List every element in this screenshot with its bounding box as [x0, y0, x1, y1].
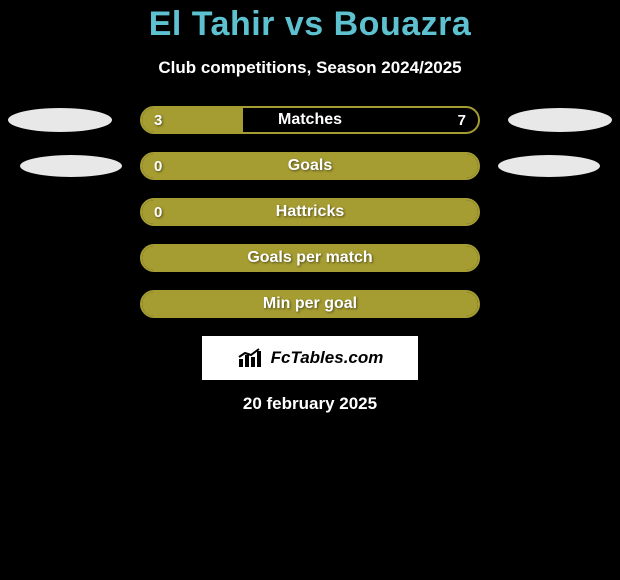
stat-bar: 3 Matches 7 — [140, 106, 480, 134]
stat-bar: Min per goal — [140, 290, 480, 318]
page-subtitle: Club competitions, Season 2024/2025 — [158, 58, 461, 78]
player-right-ellipse — [498, 155, 600, 177]
player-right-ellipse — [508, 108, 612, 132]
date-label: 20 february 2025 — [243, 394, 377, 414]
stat-label: Min per goal — [263, 295, 357, 313]
stat-label: Hattricks — [276, 203, 344, 221]
stat-row-matches: 3 Matches 7 — [0, 106, 620, 134]
bar-chart-icon — [237, 347, 265, 369]
stat-row-mpg: Min per goal — [0, 290, 620, 318]
stat-left-value: 3 — [154, 112, 162, 129]
stat-rows: 3 Matches 7 0 Goals 0 Hattricks — [0, 106, 620, 318]
stat-row-goals: 0 Goals — [0, 152, 620, 180]
site-logo[interactable]: FcTables.com — [202, 336, 418, 380]
stat-label: Goals — [288, 157, 332, 175]
player-left-ellipse — [20, 155, 122, 177]
stat-row-gpm: Goals per match — [0, 244, 620, 272]
stat-bar: 0 Hattricks — [140, 198, 480, 226]
comparison-container: El Tahir vs Bouazra Club competitions, S… — [0, 0, 620, 414]
stat-bar: 0 Goals — [140, 152, 480, 180]
stat-bar: Goals per match — [140, 244, 480, 272]
stat-left-value: 0 — [154, 204, 162, 221]
stat-row-hattricks: 0 Hattricks — [0, 198, 620, 226]
page-title: El Tahir vs Bouazra — [149, 5, 472, 44]
stat-label: Matches — [278, 111, 342, 129]
stat-left-value: 0 — [154, 158, 162, 175]
stat-right-value: 7 — [458, 112, 466, 129]
stat-label: Goals per match — [247, 249, 372, 267]
logo-text: FcTables.com — [271, 348, 384, 368]
player-left-ellipse — [8, 108, 112, 132]
